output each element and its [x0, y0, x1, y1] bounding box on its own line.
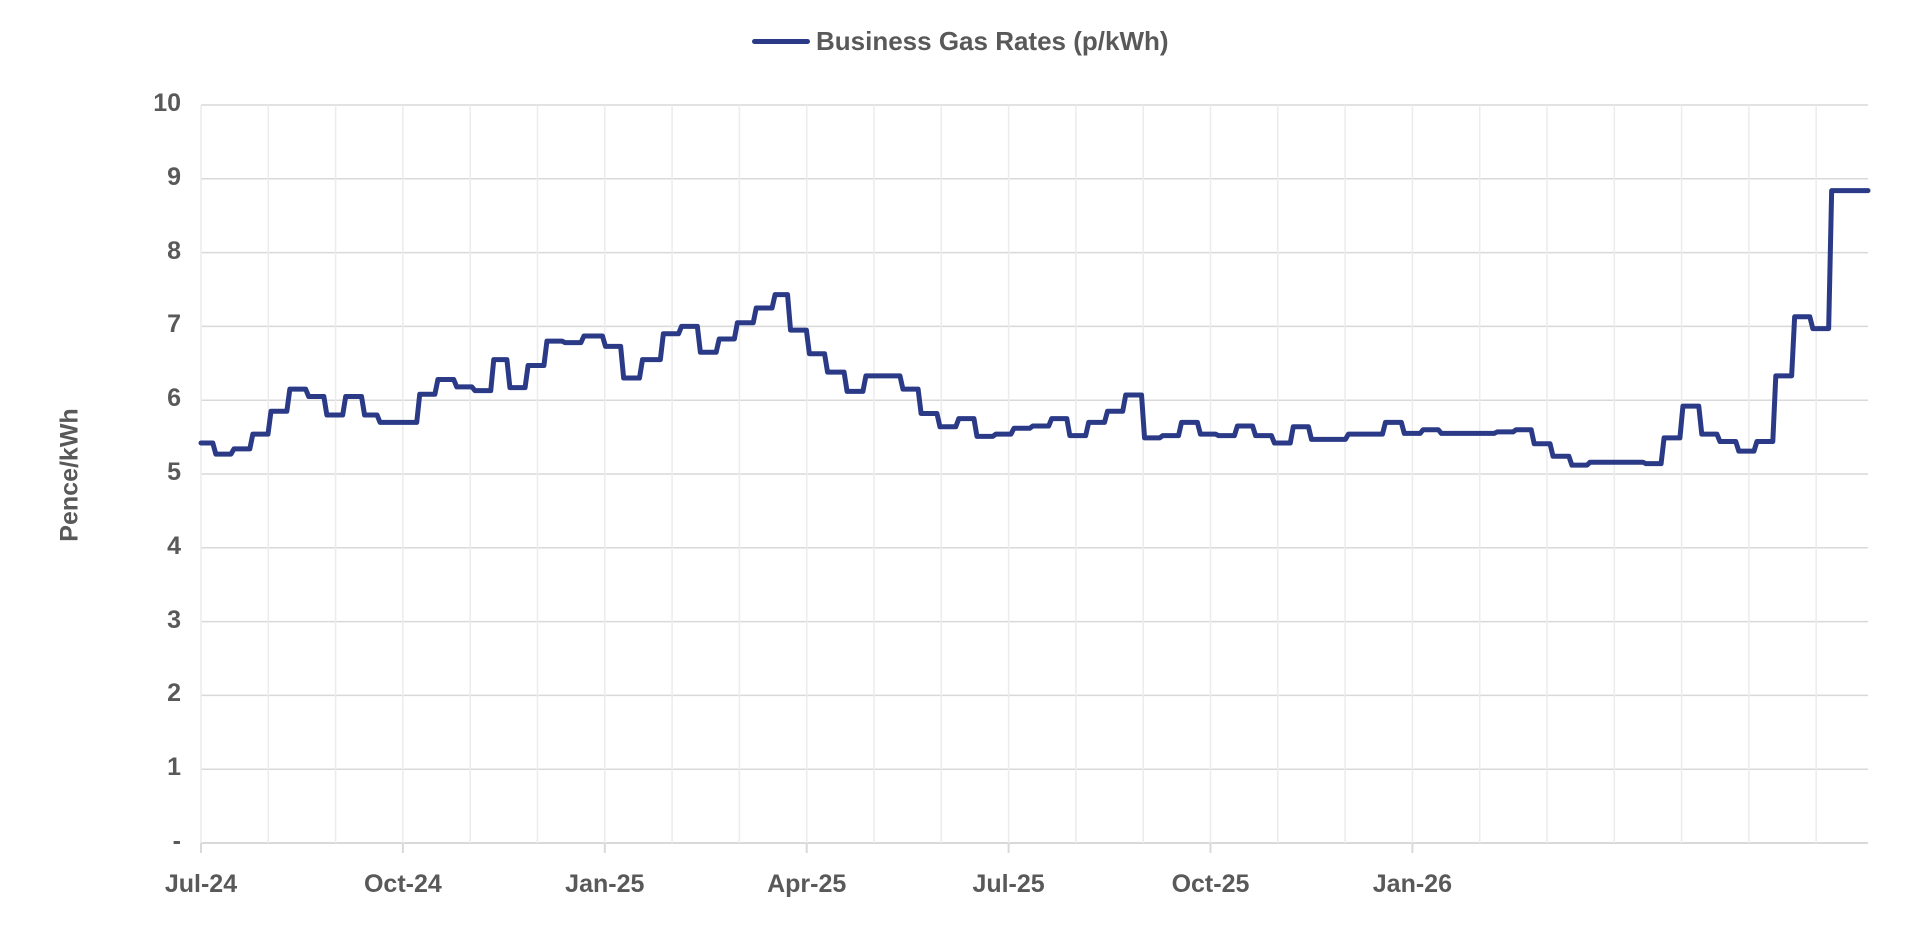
legend-label: Business Gas Rates (p/kWh) [816, 26, 1169, 56]
y-tick-label: 1 [167, 753, 181, 782]
y-tick-label: 8 [167, 236, 181, 265]
x-axis [200, 843, 1414, 853]
legend-line-swatch-icon [752, 39, 810, 44]
x-tick-label: Jan-25 [565, 870, 645, 898]
y-tick-label: 6 [167, 384, 181, 413]
y-tick-label: 10 [153, 89, 181, 117]
y-tick-label: 7 [167, 310, 181, 339]
x-tick-label: Oct-25 [1171, 870, 1250, 898]
x-tick-label: Apr-25 [767, 870, 847, 898]
business-gas-rates-line [198, 188, 1871, 468]
y-tick-label: 4 [167, 531, 181, 560]
y-tick-label: 9 [167, 162, 181, 191]
legend: Business Gas Rates (p/kWh) [752, 26, 1169, 57]
x-tick-label: Jul-24 [164, 870, 238, 898]
x-tick-label: Jan-26 [1372, 870, 1452, 898]
y-tick-label: - [172, 827, 181, 855]
gridlines [200, 104, 1868, 844]
y-tick-label: 2 [167, 679, 181, 708]
y-tick-label: 3 [167, 605, 181, 634]
y-tick-label: 5 [167, 458, 181, 486]
y-axis-label: Pence/kWh [55, 408, 84, 542]
x-tick-label: Oct-24 [363, 870, 442, 898]
x-tick-label: Jul-25 [972, 870, 1045, 898]
